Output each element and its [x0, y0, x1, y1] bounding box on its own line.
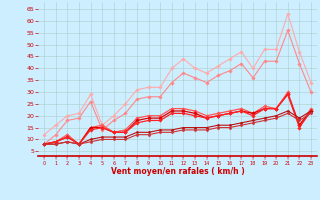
X-axis label: Vent moyen/en rafales ( km/h ): Vent moyen/en rafales ( km/h ) — [111, 167, 244, 176]
